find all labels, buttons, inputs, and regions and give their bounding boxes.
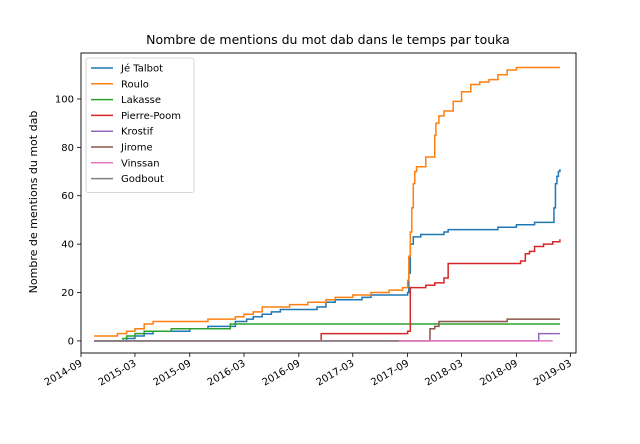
y-tick-label: 40 <box>61 240 74 251</box>
y-tick-label: 60 <box>61 191 74 202</box>
y-tick-label: 100 <box>55 94 74 105</box>
legend-label: Vinssan <box>121 158 160 169</box>
y-axis-label: Nombre de mentions du mot dab <box>27 111 40 294</box>
legend-label: Lakasse <box>121 95 161 106</box>
plot-frame <box>80 52 577 354</box>
legend-label: Roulo <box>121 79 149 90</box>
legend-label: Godbout <box>121 174 164 185</box>
legend-label: Jirome <box>120 143 153 154</box>
series-line-2 <box>94 66 560 337</box>
y-tick-label: 80 <box>61 143 74 154</box>
y-tick-label: 20 <box>61 288 74 299</box>
legend-label: Krostif <box>121 127 153 138</box>
series-layer <box>94 66 561 342</box>
series-line-3 <box>94 323 560 342</box>
series-line-4 <box>94 239 561 342</box>
chart-title: Nombre de mentions du mot dab dans le te… <box>146 32 510 47</box>
legend: Jé Talbot Roulo Lakasse Pierre-Poom Krostif J… <box>85 57 195 193</box>
y-tick-label: 0 <box>68 336 74 347</box>
y-axis: 0 20 40 60 80 100 <box>55 94 81 347</box>
legend-label: Jé Talbot <box>120 63 163 75</box>
legend-label: Pierre-Poom <box>121 111 181 122</box>
legend-box <box>85 57 195 193</box>
